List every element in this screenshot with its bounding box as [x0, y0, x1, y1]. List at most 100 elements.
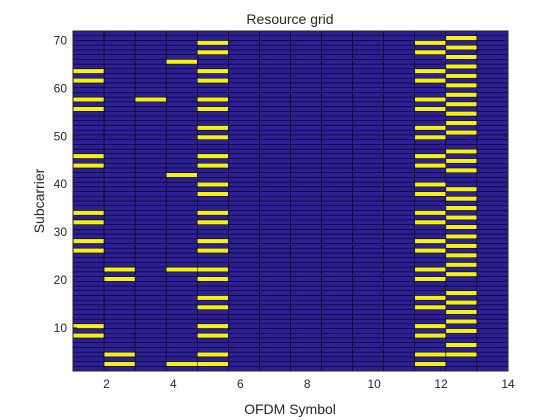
grid-cell-empty	[134, 266, 167, 273]
grid-cell-empty	[321, 351, 353, 358]
grid-cell-empty	[228, 54, 260, 60]
grid-cell-empty	[228, 243, 260, 249]
grid-cell-empty	[103, 167, 136, 173]
grid-cell-empty	[228, 309, 260, 315]
grid-cell-empty	[134, 115, 167, 121]
grid-cell-empty	[352, 96, 384, 103]
grid-cell-allocated	[445, 186, 478, 192]
grid-cell-empty	[476, 332, 509, 339]
grid-cell-allocated	[445, 129, 478, 136]
grid-cell-empty	[290, 196, 322, 202]
grid-cell-empty	[445, 266, 478, 273]
grid-cell-empty	[72, 148, 105, 155]
grid-cell-empty	[197, 233, 229, 240]
grid-cell-allocated	[72, 106, 105, 112]
grid-cell-empty	[290, 229, 322, 235]
grid-cell-empty	[72, 167, 105, 173]
grid-cell-empty	[290, 309, 322, 315]
grid-cell-allocated	[197, 106, 229, 112]
grid-cell-empty	[259, 186, 291, 192]
grid-cell-empty	[228, 233, 260, 240]
grid-cell-empty	[103, 139, 136, 145]
grid-cell-allocated	[445, 82, 478, 88]
grid-cell-empty	[72, 54, 105, 60]
grid-cell-empty	[445, 125, 478, 131]
grid-cell-empty	[352, 35, 384, 41]
grid-cell-empty	[134, 139, 167, 145]
grid-cell-empty	[165, 196, 198, 202]
y-tick-label: 50	[54, 129, 68, 143]
grid-cell-empty	[414, 252, 447, 258]
grid-cell-empty	[290, 40, 322, 46]
grid-cell-empty	[165, 210, 198, 216]
grid-cell-empty	[290, 276, 322, 282]
grid-cell-empty	[383, 314, 416, 320]
grid-cell-empty	[414, 347, 447, 353]
grid-cell-empty	[352, 314, 384, 320]
grid-cell-empty	[383, 304, 416, 310]
grid-cell-empty	[476, 186, 509, 192]
y-tick-label: 10	[54, 321, 68, 335]
grid-cell-empty	[134, 177, 167, 183]
grid-cell-empty	[352, 281, 384, 287]
grid-cell-allocated	[103, 276, 136, 282]
grid-cell-empty	[165, 44, 198, 51]
grid-cell-empty	[290, 134, 322, 140]
grid-cell-empty	[228, 214, 260, 221]
grid-cell-empty	[352, 252, 384, 258]
grid-cell-allocated	[72, 219, 105, 225]
grid-cell-empty	[383, 129, 416, 136]
grid-cell-allocated	[197, 125, 229, 131]
grid-cell-empty	[383, 196, 416, 202]
grid-cell-empty	[103, 153, 136, 159]
grid-cell-empty	[134, 262, 167, 268]
grid-cell-empty	[290, 49, 322, 55]
grid-cell-allocated	[72, 238, 105, 244]
grid-cell-empty	[72, 366, 105, 372]
grid-cell-empty	[165, 63, 198, 70]
grid-cell-empty	[197, 347, 229, 353]
grid-cell-empty	[321, 309, 353, 315]
grid-cell-empty	[352, 115, 384, 121]
grid-cell-empty	[165, 30, 198, 36]
grid-cell-empty	[290, 295, 322, 301]
grid-cell-empty	[476, 125, 509, 131]
grid-cells	[72, 30, 509, 372]
grid-cell-empty	[134, 30, 167, 36]
grid-cell-empty	[259, 233, 291, 240]
grid-cell-empty	[290, 224, 322, 230]
grid-cell-empty	[72, 172, 105, 178]
grid-cell-empty	[228, 347, 260, 353]
grid-cell-empty	[103, 328, 136, 334]
grid-cell-empty	[445, 281, 478, 287]
grid-cell-empty	[134, 238, 167, 244]
grid-cell-empty	[134, 243, 167, 249]
grid-cell-empty	[259, 304, 291, 310]
grid-cell-empty	[290, 266, 322, 273]
grid-cell-empty	[103, 40, 136, 46]
grid-cell-empty	[290, 162, 322, 169]
grid-cell-empty	[476, 144, 509, 150]
grid-cell-empty	[134, 285, 167, 291]
grid-cell-empty	[228, 162, 260, 169]
grid-cell-empty	[290, 101, 322, 107]
grid-cell-empty	[228, 59, 260, 65]
grid-cell-empty	[476, 351, 509, 358]
grid-cell-empty	[165, 200, 198, 206]
grid-cell-empty	[476, 233, 509, 240]
grid-cell-empty	[72, 205, 105, 211]
grid-cell-empty	[197, 92, 229, 98]
grid-cell-empty	[383, 247, 416, 254]
grid-cell-empty	[228, 139, 260, 145]
grid-cell-empty	[445, 106, 478, 112]
grid-cell-empty	[321, 257, 353, 263]
grid-cell-empty	[321, 366, 353, 372]
grid-cell-empty	[103, 205, 136, 211]
grid-cell-empty	[290, 125, 322, 131]
grid-cell-empty	[321, 82, 353, 88]
grid-cell-empty	[321, 139, 353, 145]
grid-cell-empty	[476, 153, 509, 159]
grid-cell-empty	[228, 148, 260, 155]
y-tick-label: 20	[54, 273, 68, 287]
grid-cell-empty	[103, 247, 136, 254]
